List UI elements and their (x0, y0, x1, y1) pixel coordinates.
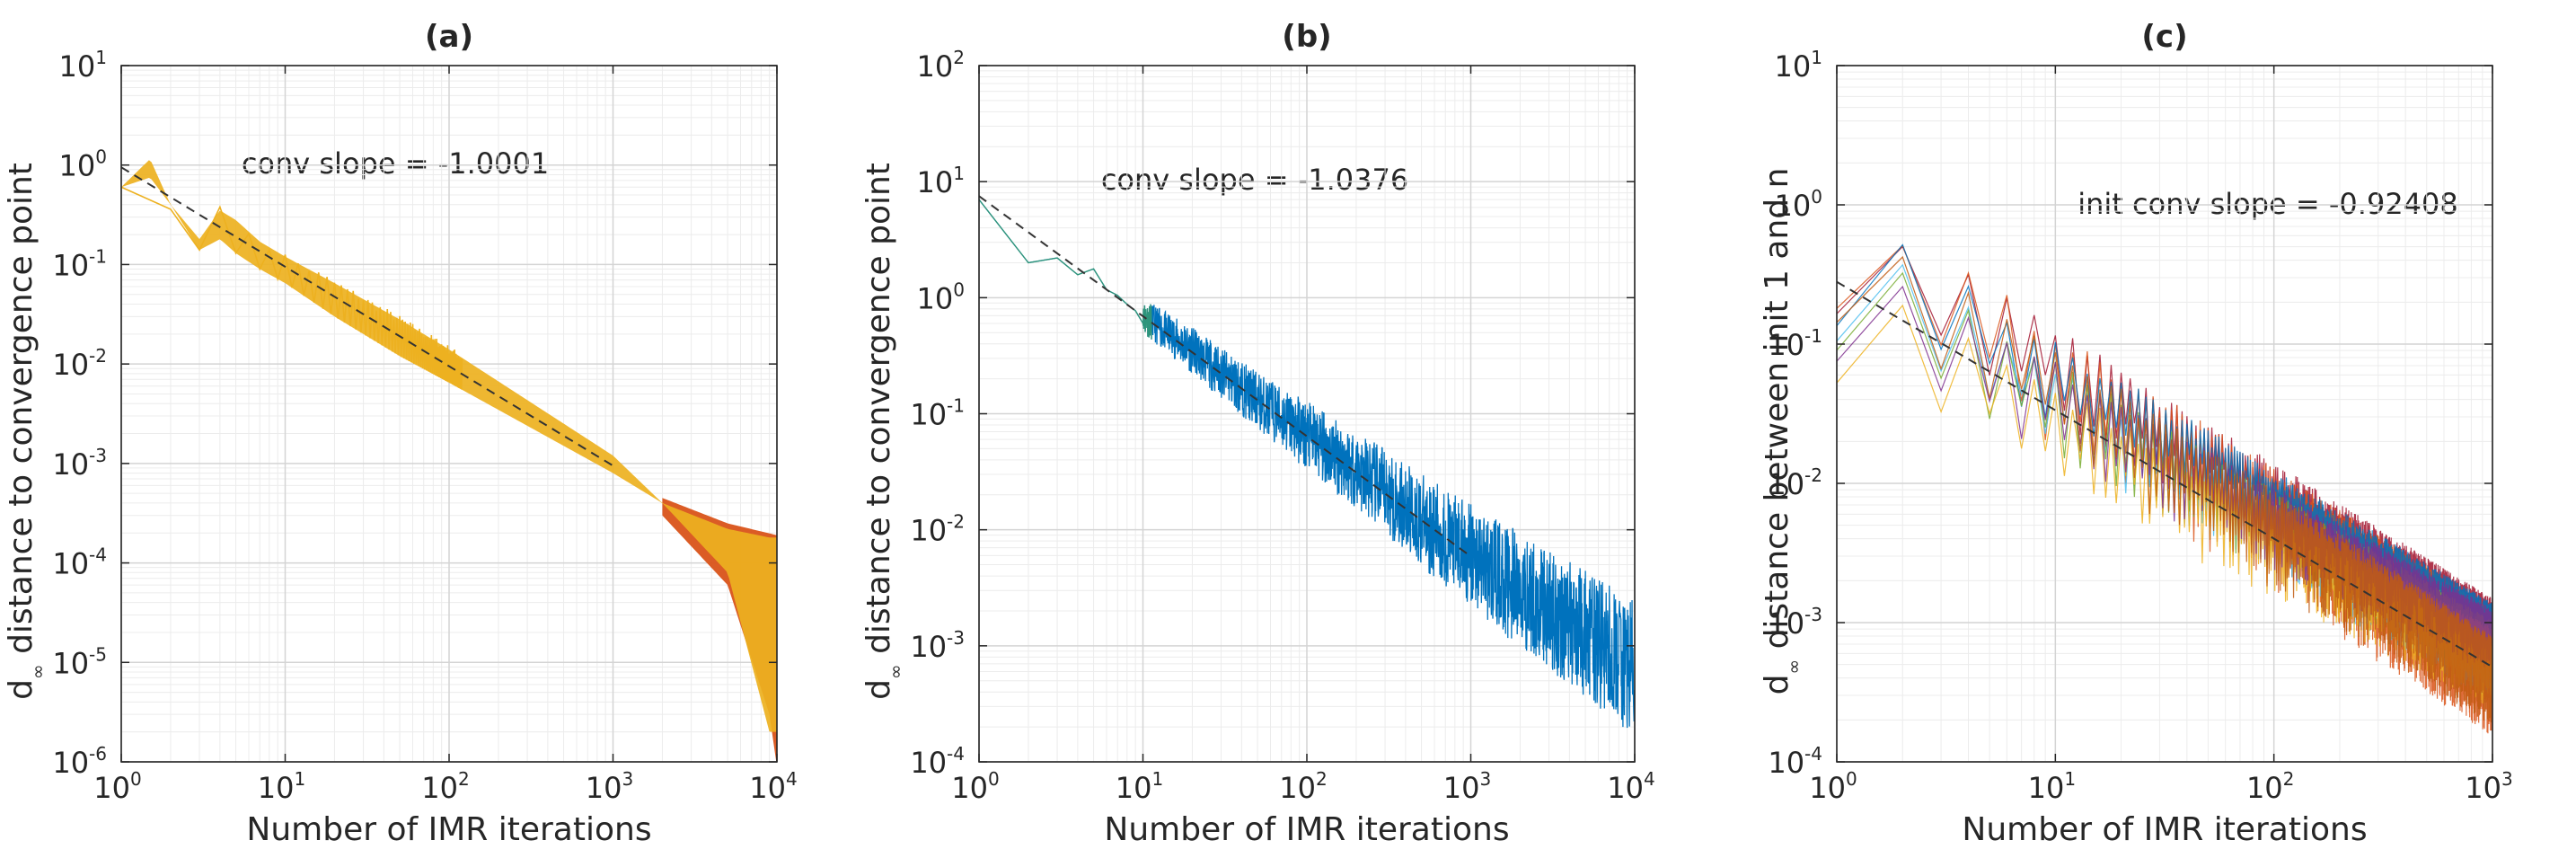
panel-a-ylabel-rest: distance to convergence point (3, 163, 40, 654)
panel-c-ylabel-space (1759, 649, 1795, 659)
y-tick-label: 10-2 (910, 511, 965, 548)
y-tick-label: 101 (59, 47, 107, 84)
x-tick-label: 101 (258, 768, 305, 805)
panel-b: (b) Number of IMR iterations conv slope … (860, 19, 1510, 848)
panel-b-annotation: conv slope = -1.0376 (1101, 163, 1408, 197)
panel-c-xlabel: Number of IMR iterations (1962, 811, 2367, 848)
panel-b-ylabel-rest: distance to convergence point (860, 163, 897, 654)
fit-line (1837, 280, 2492, 668)
x-tick-label: 100 (93, 768, 141, 805)
panel-a-data (121, 160, 777, 762)
panel-c-ylabel-prefix: d (1759, 675, 1795, 695)
series-early-line (979, 199, 1152, 340)
x-tick-label: 102 (421, 768, 469, 805)
series-main-line (979, 199, 1635, 729)
panel-b-xlabel: Number of IMR iterations (1104, 811, 1509, 848)
x-tick-label: 103 (586, 768, 633, 805)
panel-a-plot: 100 101 102 103 104 10-6 10-5 10-4 10-3 10-2 10-1 1… (52, 47, 797, 805)
y-tick-label: 10-1 (52, 245, 107, 282)
panel-c-axes-box (1836, 65, 2493, 763)
x-tick-label: 103 (2465, 768, 2512, 805)
panel-a-ticks: 100 101 102 103 104 10-6 10-5 10-4 10-3 10-2 10-1 1… (52, 47, 797, 805)
series-line-8 (1837, 255, 2492, 723)
panel-b-title: (b) (1282, 19, 1331, 55)
panel-c-data (1837, 243, 2492, 734)
x-tick-label: 101 (2028, 768, 2076, 805)
y-tick-label: 100 (59, 146, 107, 183)
y-tick-label: 100 (1775, 186, 1822, 223)
panel-a-ylabel: d∞ distance to convergence point (3, 163, 49, 700)
panel-b-grid (978, 65, 1636, 763)
panel-a: (a) Number of IMR iterations conv slope … (3, 19, 652, 848)
y-tick-label: 10-5 (52, 643, 107, 680)
panel-a-xlabel: Number of IMR iterations (246, 811, 651, 848)
panel-a-grid (120, 65, 778, 763)
panel-b-ylabel-sub: ∞ (885, 664, 906, 679)
y-tick-label: 10-3 (910, 627, 965, 664)
x-tick-label: 101 (1116, 768, 1163, 805)
panel-a-annotation: conv slope = -1.0001 (242, 146, 549, 181)
panel-b-ylabel: d∞ distance to convergence point (860, 163, 906, 700)
x-tick-label: 103 (1443, 768, 1491, 805)
panel-b-data (979, 195, 1635, 729)
panel-c: (c) Number of IMR iterations init conv s… (1759, 19, 2458, 848)
y-tick-label: 10-4 (52, 544, 107, 581)
y-tick-label: 10-6 (52, 743, 107, 780)
y-tick-label: 10-1 (910, 395, 965, 432)
panel-c-ticks: 100 101 102 103 10-4 10-3 10-2 10-1 100 101 (1768, 47, 2512, 805)
x-tick-label: 102 (2246, 768, 2294, 805)
fit-line (979, 195, 1472, 558)
x-tick-label: 104 (1607, 768, 1654, 805)
y-tick-label: 10-2 (52, 345, 107, 382)
y-tick-label: 10-4 (910, 743, 965, 780)
panel-a-title: (a) (425, 19, 473, 55)
y-tick-label: 101 (1775, 47, 1822, 84)
fit-line (121, 166, 614, 467)
y-tick-label: 100 (917, 279, 965, 315)
y-tick-label: 10-1 (1768, 325, 1822, 362)
y-tick-label: 10-3 (1768, 604, 1822, 641)
panel-c-annotation: init conv slope = -0.92408 (2078, 187, 2458, 221)
panel-b-ticks: 100 101 102 103 104 10-4 10-3 10-2 10-1 100 101 102 (910, 47, 1654, 805)
panel-c-ylabel: d∞ distance between init 1 and n (1759, 168, 1804, 695)
y-tick-label: 101 (917, 163, 965, 199)
x-tick-label: 100 (951, 768, 999, 805)
y-tick-label: 10-2 (1768, 464, 1822, 501)
y-tick-label: 102 (917, 47, 965, 84)
x-tick-label: 102 (1279, 768, 1327, 805)
y-tick-label: 10-3 (52, 445, 107, 482)
panel-c-ylabel-sub: ∞ (1783, 659, 1804, 675)
panel-c-plot: 100 101 102 103 10-4 10-3 10-2 10-1 100 101 (1768, 47, 2512, 805)
x-tick-label: 100 (1809, 768, 1857, 805)
y-tick-label: 10-4 (1768, 743, 1822, 780)
panel-a-ylabel-sub: ∞ (27, 664, 49, 679)
panel-b-ylabel-prefix: d (860, 679, 897, 700)
panel-a-ylabel-space (3, 654, 40, 664)
panel-a-ylabel-prefix: d (3, 679, 40, 700)
x-tick-label: 104 (749, 768, 797, 805)
panel-b-ylabel-space (860, 654, 897, 664)
panel-c-title: (c) (2141, 19, 2187, 55)
panel-b-plot: 100 101 102 103 104 10-4 10-3 10-2 10-1 100 101 102 (910, 47, 1654, 805)
panel-c-ylabel-rest: distance between init 1 and n (1759, 168, 1795, 650)
